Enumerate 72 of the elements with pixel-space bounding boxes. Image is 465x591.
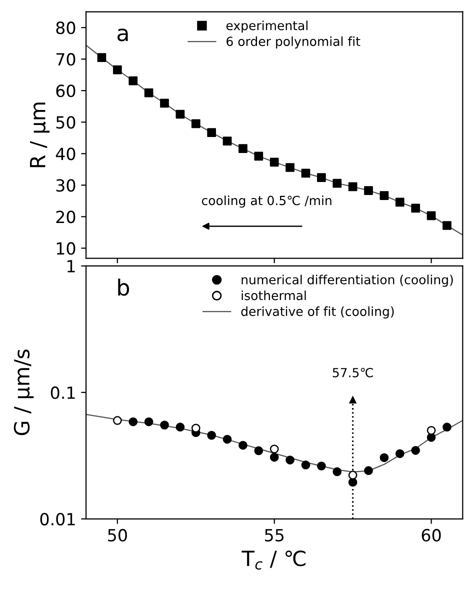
point <box>332 467 342 476</box>
point <box>144 417 154 426</box>
point <box>222 434 232 444</box>
ref-line-label: 57.5℃ <box>332 368 373 378</box>
y-tick-label: 50 <box>56 116 76 129</box>
point <box>442 422 452 432</box>
point <box>411 204 420 213</box>
legend-label: 6 order polynomial fit <box>226 36 360 49</box>
point <box>160 98 169 108</box>
point <box>395 449 404 458</box>
x-tick-label: 60 <box>422 528 441 542</box>
y-tick-label: 10 <box>56 242 76 255</box>
x-axis-title: T$_{c}$ / ℃ <box>242 550 306 570</box>
point <box>301 168 310 178</box>
point <box>160 420 169 430</box>
y-tick-label: 70 <box>56 53 76 66</box>
point <box>348 470 358 480</box>
y-axis-title: R / μm <box>30 102 50 168</box>
point <box>144 88 154 98</box>
point <box>191 119 200 128</box>
point <box>238 144 248 154</box>
point <box>317 173 326 182</box>
point <box>317 462 326 470</box>
y-tick-label: 0.01 <box>40 512 75 526</box>
point <box>207 430 216 440</box>
point <box>128 417 138 426</box>
point <box>301 460 310 470</box>
point <box>395 198 404 207</box>
point <box>128 76 138 86</box>
point <box>364 466 373 476</box>
point <box>286 163 294 172</box>
point <box>176 110 185 119</box>
y-tick-label: 20 <box>56 210 76 224</box>
point <box>270 158 279 167</box>
point <box>348 182 358 192</box>
point <box>222 136 232 146</box>
point <box>112 65 122 74</box>
point <box>348 478 358 487</box>
point <box>426 211 436 220</box>
y-axis-title: G / μm/s <box>14 350 34 436</box>
point <box>238 440 248 450</box>
point <box>364 186 373 195</box>
annotation: a <box>117 28 128 42</box>
legend-label: numerical differentiation (cooling) <box>242 274 453 287</box>
y-tick-label: 0.1 <box>50 386 75 399</box>
point <box>426 426 436 435</box>
point <box>442 221 452 230</box>
point <box>380 191 389 200</box>
point <box>207 128 216 137</box>
annotation: cooling at 0.5℃ /min <box>202 196 332 208</box>
y-tick-label: 40 <box>56 148 76 160</box>
x-tick-label: 50 <box>108 528 127 542</box>
point <box>270 444 279 454</box>
point <box>97 53 106 62</box>
x-tick-label: 55 <box>265 529 284 542</box>
legend-label: experimental <box>226 20 308 33</box>
point <box>176 422 185 432</box>
point <box>270 452 279 462</box>
point <box>254 152 264 161</box>
annotation: b <box>118 278 130 296</box>
point <box>411 446 420 455</box>
legend-label: isothermal <box>242 290 306 300</box>
y-tick-label: 1 <box>68 260 75 272</box>
point <box>112 416 122 425</box>
y-tick-label: 60 <box>56 84 76 98</box>
point <box>286 456 294 464</box>
point <box>380 453 389 462</box>
y-tick-label: 80 <box>56 22 76 34</box>
legend-label: derivative of fit (cooling) <box>241 306 394 318</box>
point <box>254 446 264 456</box>
y-tick-label: 30 <box>56 179 76 192</box>
point <box>332 178 342 188</box>
